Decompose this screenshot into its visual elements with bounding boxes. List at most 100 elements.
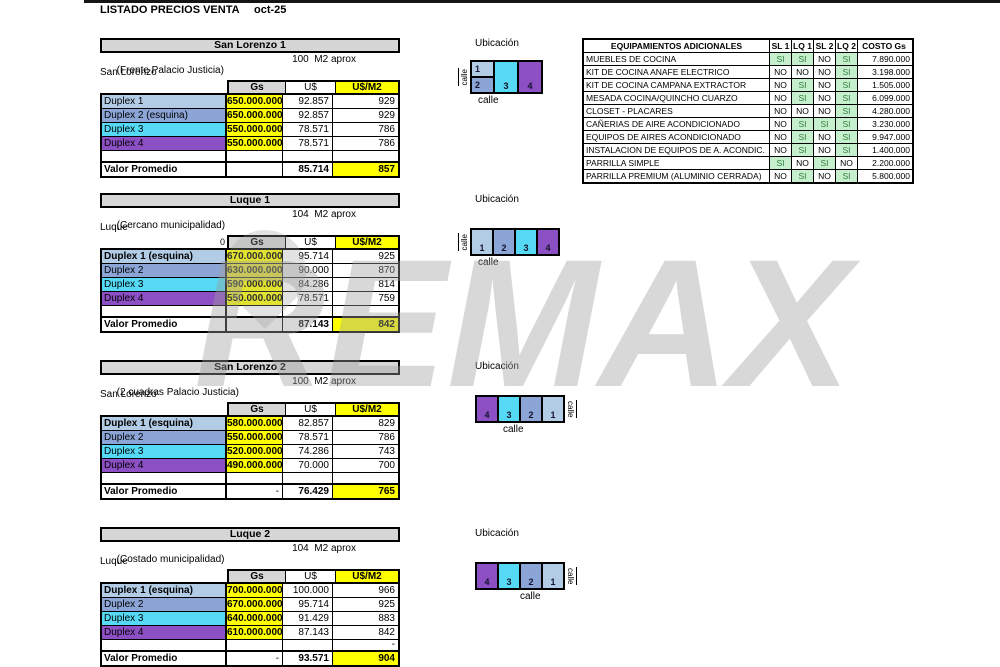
price-usm2: 786: [378, 432, 395, 443]
price-us: 95.714: [283, 250, 333, 263]
lot-cell-1: 1: [471, 229, 493, 255]
col-header-us: U$: [285, 404, 336, 415]
table-row: Duplex 2 630.000.000 90.000 870: [102, 263, 398, 277]
availability-flag: NO: [770, 105, 792, 117]
col-header-us: U$: [285, 82, 336, 93]
equipamiento-name: MESADA COCINA/QUINCHO CUARZO: [584, 92, 770, 104]
equipamiento-name: PARRILLA SIMPLE: [584, 157, 770, 169]
duplex-label: Duplex 3: [102, 123, 227, 136]
price-us: 91.429: [283, 612, 333, 625]
price-gs: 520.000.000: [227, 445, 283, 458]
price-usm2: 925: [378, 251, 395, 262]
availability-flag: SI: [836, 92, 858, 104]
availability-flag: SI: [792, 53, 814, 65]
street-label-vertical: calle: [458, 68, 470, 86]
table-row: Duplex 1 650.000.000 92.857 929: [102, 95, 398, 108]
lot-cell-2: 2: [520, 563, 542, 589]
spacer-row: [102, 305, 398, 316]
price-table-body: Duplex 1 (esquina) 670.000.000 95.714 92…: [100, 248, 400, 333]
lot-cell-1: 1: [542, 396, 564, 422]
table-row: Duplex 4 610.000.000 87.143 842: [102, 625, 398, 639]
table-row: Duplex 3 590.000.000 84.286 814: [102, 277, 398, 291]
spacer-usm2: -: [391, 639, 395, 650]
price-us: 78.571: [283, 431, 333, 444]
col-header-usm2: U$/M2: [336, 571, 398, 582]
average-usm2: 842: [333, 318, 398, 331]
availability-flag: NO: [814, 131, 836, 143]
price-us: 92.857: [283, 109, 333, 122]
col-header-lq1: LQ 1: [792, 40, 814, 52]
section-location-note: (Cercano municipalidad): [116, 220, 226, 231]
price-us: 70.000: [283, 459, 333, 472]
spacer-gs: [227, 151, 283, 161]
equipamiento-name: CAÑERIAS DE AIRE ACONDICIONADO: [584, 118, 770, 130]
availability-flag: NO: [814, 105, 836, 117]
price-us: 95.714: [283, 598, 333, 611]
lot-cell-3: 3: [498, 563, 520, 589]
price-gs: 670.000.000: [227, 250, 283, 263]
equipamiento-cost: 1.400.000: [872, 145, 910, 155]
average-usm2: 904: [333, 652, 398, 665]
equipamiento-cost: 3.198.000: [872, 67, 910, 77]
price-table-body: Duplex 1 (esquina) 700.000.000 100.000 9…: [100, 582, 400, 667]
equipamiento-name: EQUIPOS DE AIRES ACONDICIONADO: [584, 131, 770, 143]
street-label-vertical-text: calle: [566, 400, 575, 418]
spacer-gs: [227, 473, 283, 483]
equipamiento-row: MUEBLES DE COCINA SI SI NO SI 7.890.000: [584, 52, 912, 65]
section-city: San Lorenzo: [100, 67, 157, 78]
ubicacion-title: Ubicación: [475, 361, 519, 372]
average-gs: [227, 163, 283, 176]
price-gs: 670.000.000: [227, 598, 283, 611]
equipamiento-cost: 6.099.000: [872, 93, 910, 103]
availability-flag: SI: [770, 53, 792, 65]
availability-flag: SI: [836, 144, 858, 156]
price-gs: 590.000.000: [227, 278, 283, 291]
availability-flag: SI: [814, 118, 836, 130]
col-header-usm2: U$/M2: [336, 404, 398, 415]
table-row: Duplex 2 670.000.000 95.714 925: [102, 597, 398, 611]
duplex-label: Duplex 2: [102, 264, 227, 277]
duplex-label: Duplex 3: [102, 612, 227, 625]
average-row: Valor Promedio 87.143 842: [102, 316, 398, 331]
section-city: San Lorenzo: [100, 389, 157, 400]
price-gs: 580.000.000: [227, 417, 283, 430]
duplex-label: Duplex 1 (esquina): [102, 417, 227, 430]
availability-flag: NO: [770, 66, 792, 78]
section-luque-2: Luque 2 (Costado municipalidad) 104 M2 a…: [100, 527, 400, 667]
price-usm2: 966: [378, 585, 395, 596]
table-row: Duplex 1 (esquina) 700.000.000 100.000 9…: [102, 584, 398, 597]
spacer-usm2: [333, 151, 398, 161]
price-gs: 650.000.000: [227, 95, 283, 108]
lot-cell-4: 4: [476, 396, 498, 422]
ubicacion-title: Ubicación: [475, 38, 519, 49]
section-luque-1: Luque 1 (Cercano municipalidad) 104 M2 a…: [100, 193, 400, 333]
table-row: Duplex 3 550.000.000 78.571 786: [102, 122, 398, 136]
price-gs: 550.000.000: [227, 431, 283, 444]
availability-flag: SI: [836, 118, 858, 130]
section-area: 100 M2 aprox: [292, 376, 356, 387]
duplex-label: Duplex 1 (esquina): [102, 584, 227, 597]
availability-flag: SI: [792, 131, 814, 143]
price-usm2: 925: [378, 599, 395, 610]
availability-flag: SI: [792, 144, 814, 156]
availability-flag: NO: [836, 157, 858, 169]
availability-flag: SI: [770, 157, 792, 169]
col-header-costo: COSTO Gs: [862, 41, 906, 51]
equipamiento-row: CLOSET - PLACARES NO NO NO SI 4.280.000: [584, 104, 912, 117]
lot-cell-3: 3: [515, 229, 537, 255]
price-usm2: 870: [378, 265, 395, 276]
spacer-us: [283, 151, 333, 161]
average-us: 76.429: [283, 485, 333, 498]
availability-flag: SI: [792, 118, 814, 130]
column-header-row: 0 Gs U$ U$/M2: [100, 235, 400, 248]
spacer-gs: [227, 640, 283, 650]
lot-cell-1: 1: [542, 563, 564, 589]
equipamiento-row: EQUIPOS DE AIRES ACONDICIONADO NO SI NO SI 9.…: [584, 130, 912, 143]
street-label-vertical: calle: [565, 567, 577, 585]
duplex-label: Duplex 4: [102, 459, 227, 472]
section-area: 100 M2 aprox: [292, 54, 356, 65]
price-gs: 610.000.000: [227, 626, 283, 639]
equipamiento-row: KIT DE COCINA CAMPANA EXTRACTOR NO SI NO SI 1…: [584, 78, 912, 91]
